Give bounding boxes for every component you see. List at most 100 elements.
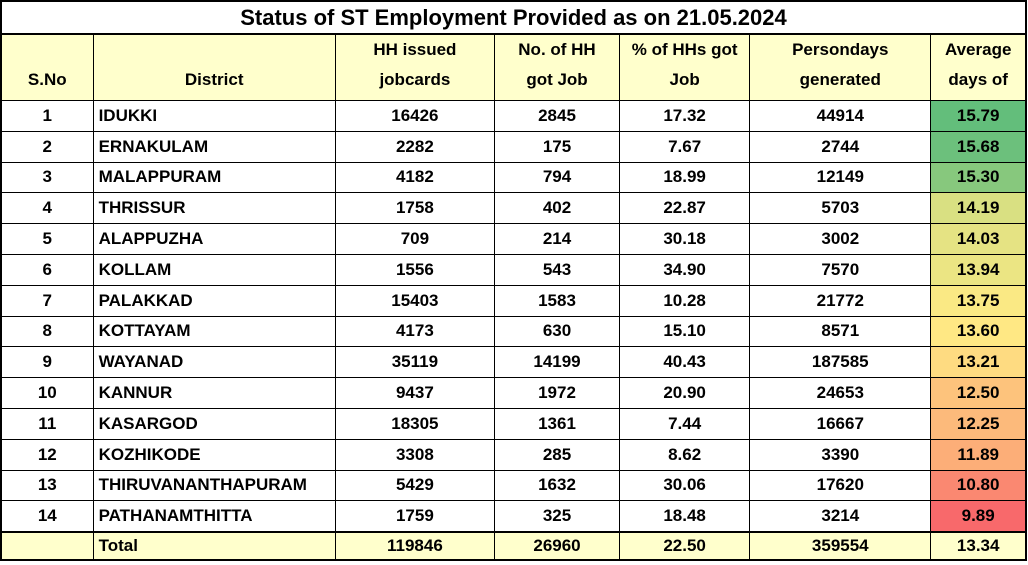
cell-sno: 13 — [0, 469, 94, 502]
cell-hh-issued: 5429 — [334, 469, 495, 502]
cell-avg-days: 15.30 — [930, 161, 1027, 194]
cell-hh-got-job: 2845 — [493, 100, 621, 132]
column-header-district: District — [92, 33, 336, 101]
cell-avg-days: 14.19 — [930, 192, 1027, 225]
cell-avg-days: 9.89 — [930, 500, 1027, 533]
cell-district: THIRUVANANTHAPURAM — [92, 469, 336, 502]
cell-avg-days: 15.68 — [930, 130, 1027, 163]
total-hh-got-job: 26960 — [493, 530, 621, 561]
cell-hh-issued: 4182 — [334, 161, 495, 194]
table-row: 1 IDUKKI 16426 2845 17.32 44914 15.79 — [0, 100, 1027, 132]
cell-avg-days: 12.25 — [930, 407, 1027, 440]
cell-persondays: 24653 — [749, 377, 932, 409]
cell-sno: 1 — [0, 100, 94, 132]
cell-hh-got-job: 214 — [493, 223, 621, 255]
cell-pct-got-job: 18.48 — [619, 500, 751, 533]
cell-hh-got-job: 285 — [493, 438, 621, 471]
cell-persondays: 3390 — [749, 438, 932, 471]
cell-sno: 12 — [0, 438, 94, 471]
cell-hh-got-job: 1361 — [493, 407, 621, 440]
table-row: 5 ALAPPUZHA 709 214 30.18 3002 14.03 — [0, 223, 1027, 255]
cell-hh-got-job: 630 — [493, 315, 621, 348]
cell-district: WAYANAD — [92, 346, 336, 379]
cell-hh-issued: 1759 — [334, 500, 495, 533]
cell-pct-got-job: 30.06 — [619, 469, 751, 502]
cell-hh-issued: 709 — [334, 223, 495, 255]
cell-pct-got-job: 22.87 — [619, 192, 751, 225]
cell-pct-got-job: 8.62 — [619, 438, 751, 471]
cell-pct-got-job: 7.44 — [619, 407, 751, 440]
cell-hh-got-job: 1632 — [493, 469, 621, 502]
cell-hh-got-job: 794 — [493, 161, 621, 194]
cell-sno: 5 — [0, 223, 94, 255]
table-row: 6 KOLLAM 1556 543 34.90 7570 13.94 — [0, 253, 1027, 286]
column-header-pct-got-job: % of HHs got Job — [619, 33, 751, 101]
cell-avg-days: 13.75 — [930, 284, 1027, 317]
cell-persondays: 16667 — [749, 407, 932, 440]
column-header-hh-issued: HH issued jobcards — [334, 33, 495, 101]
table-row: 2 ERNAKULAM 2282 175 7.67 2744 15.68 — [0, 130, 1027, 163]
cell-district: KOZHIKODE — [92, 438, 336, 471]
cell-pct-got-job: 10.28 — [619, 284, 751, 317]
cell-pct-got-job: 18.99 — [619, 161, 751, 194]
cell-avg-days: 12.50 — [930, 377, 1027, 409]
table-row: 4 THRISSUR 1758 402 22.87 5703 14.19 — [0, 192, 1027, 225]
cell-district: MALAPPURAM — [92, 161, 336, 194]
cell-district: KASARGOD — [92, 407, 336, 440]
column-header-persondays: Persondays generated — [749, 33, 932, 101]
cell-hh-issued: 35119 — [334, 346, 495, 379]
cell-persondays: 12149 — [749, 161, 932, 194]
cell-pct-got-job: 15.10 — [619, 315, 751, 348]
cell-sno: 14 — [0, 500, 94, 533]
cell-pct-got-job: 40.43 — [619, 346, 751, 379]
cell-district: KANNUR — [92, 377, 336, 409]
cell-sno: 10 — [0, 377, 94, 409]
cell-persondays: 187585 — [749, 346, 932, 379]
cell-hh-got-job: 402 — [493, 192, 621, 225]
total-persondays: 359554 — [749, 530, 932, 561]
cell-avg-days: 11.89 — [930, 438, 1027, 471]
title-row: Status of ST Employment Provided as on 2… — [0, 0, 1027, 35]
table-row: 11 KASARGOD 18305 1361 7.44 16667 12.25 — [0, 407, 1027, 440]
cell-district: THRISSUR — [92, 192, 336, 225]
cell-district: KOLLAM — [92, 253, 336, 286]
cell-avg-days: 13.94 — [930, 253, 1027, 286]
table-row: 14 PATHANAMTHITTA 1759 325 18.48 3214 9.… — [0, 500, 1027, 533]
total-label: Total — [92, 530, 336, 561]
cell-district: PALAKKAD — [92, 284, 336, 317]
cell-sno: 4 — [0, 192, 94, 225]
cell-persondays: 21772 — [749, 284, 932, 317]
cell-pct-got-job: 7.67 — [619, 130, 751, 163]
total-sno-cell — [0, 530, 94, 561]
table-row: 7 PALAKKAD 15403 1583 10.28 21772 13.75 — [0, 284, 1027, 317]
cell-hh-issued: 16426 — [334, 100, 495, 132]
column-header-avg-days: Average days of — [930, 33, 1027, 101]
table-row: 12 KOZHIKODE 3308 285 8.62 3390 11.89 — [0, 438, 1027, 471]
cell-hh-issued: 1758 — [334, 192, 495, 225]
cell-pct-got-job: 20.90 — [619, 377, 751, 409]
cell-avg-days: 10.80 — [930, 469, 1027, 502]
column-header-row: S.No District HH issued jobcards No. of … — [0, 33, 1027, 101]
cell-sno: 11 — [0, 407, 94, 440]
cell-hh-got-job: 175 — [493, 130, 621, 163]
table-row: 9 WAYANAD 35119 14199 40.43 187585 13.21 — [0, 346, 1027, 379]
cell-avg-days: 13.60 — [930, 315, 1027, 348]
total-avg-days: 13.34 — [930, 530, 1027, 561]
cell-hh-issued: 4173 — [334, 315, 495, 348]
cell-hh-issued: 2282 — [334, 130, 495, 163]
cell-hh-issued: 3308 — [334, 438, 495, 471]
cell-sno: 3 — [0, 161, 94, 194]
cell-avg-days: 14.03 — [930, 223, 1027, 255]
cell-hh-issued: 15403 — [334, 284, 495, 317]
cell-hh-got-job: 325 — [493, 500, 621, 533]
column-header-sno: S.No — [0, 33, 94, 101]
cell-persondays: 7570 — [749, 253, 932, 286]
cell-sno: 6 — [0, 253, 94, 286]
cell-district: ERNAKULAM — [92, 130, 336, 163]
cell-sno: 9 — [0, 346, 94, 379]
cell-district: PATHANAMTHITTA — [92, 500, 336, 533]
table-row: 10 KANNUR 9437 1972 20.90 24653 12.50 — [0, 377, 1027, 409]
table-row: 8 KOTTAYAM 4173 630 15.10 8571 13.60 — [0, 315, 1027, 348]
cell-hh-issued: 1556 — [334, 253, 495, 286]
